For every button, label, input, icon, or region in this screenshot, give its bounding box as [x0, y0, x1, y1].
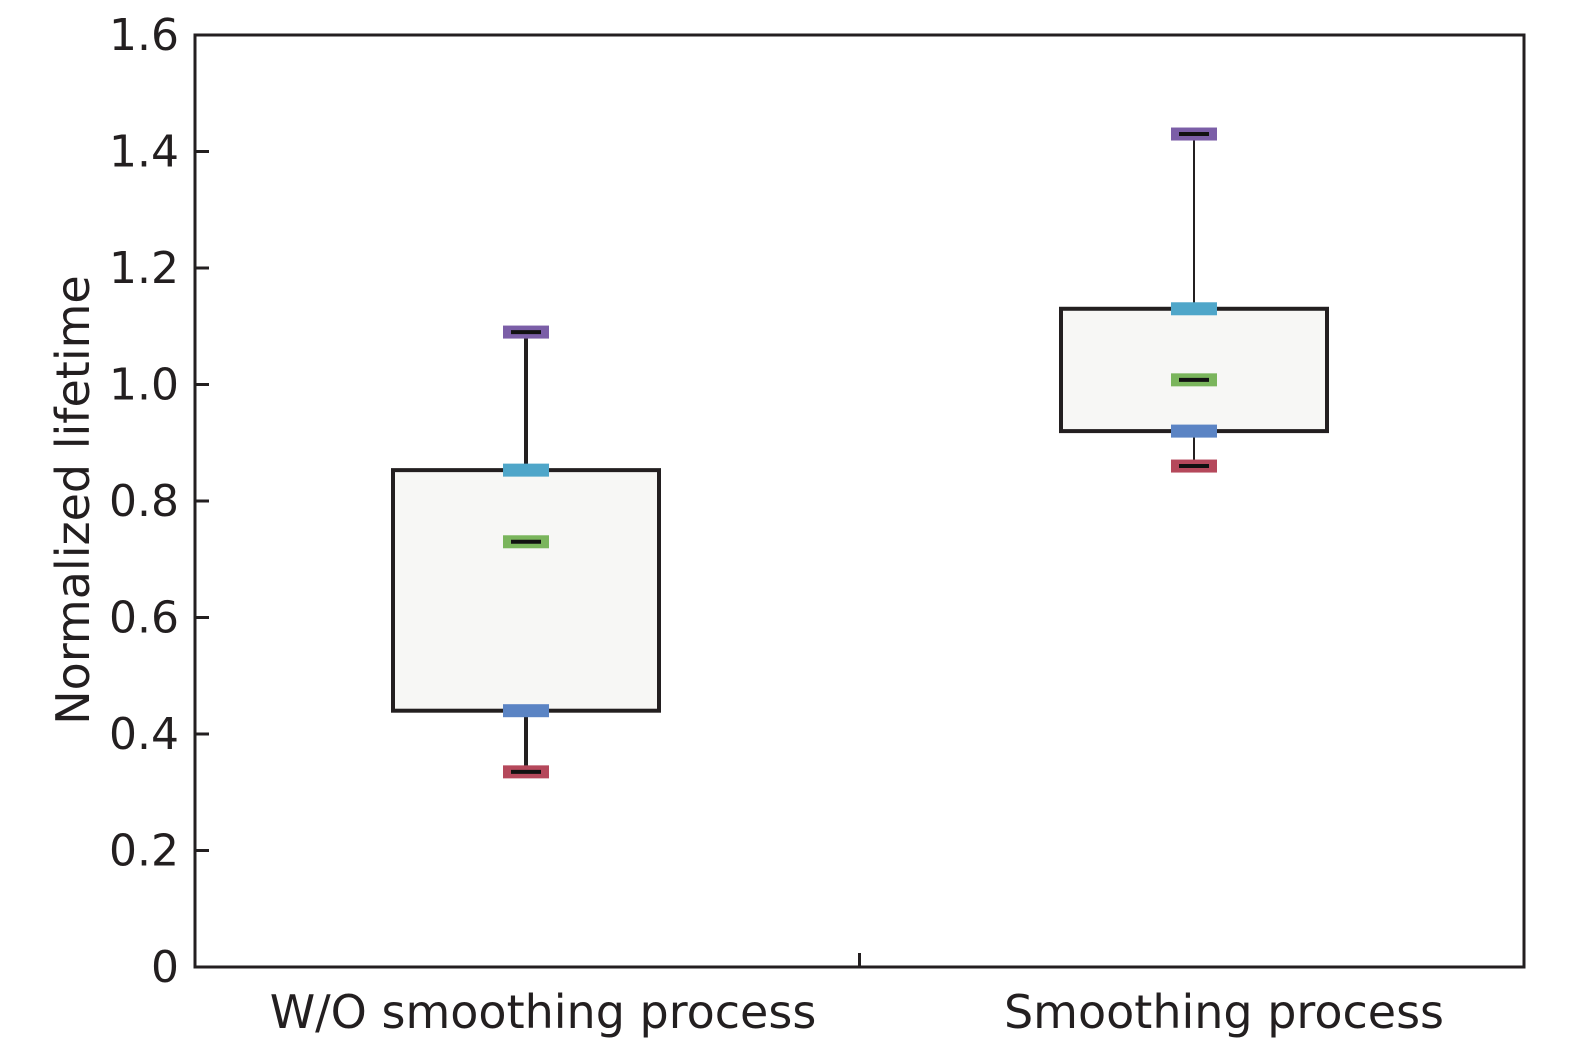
- y-axis-title: Normalized lifetime: [46, 275, 100, 724]
- q1-marker: [503, 704, 549, 718]
- boxes-group: [391, 127, 1329, 779]
- y-tick-label: 1.2: [109, 243, 179, 294]
- y-tick-label: 0.6: [109, 593, 179, 644]
- x-axis-labels: W/O smoothing process Smoothing process: [270, 985, 1444, 1039]
- q1-marker: [1171, 424, 1217, 438]
- y-tick-label: 0.2: [109, 826, 179, 877]
- x-category-label: W/O smoothing process: [270, 985, 817, 1039]
- y-tick-label: 1.0: [109, 360, 179, 411]
- y-axis-ticks: 0 0.2 0.4 0.6 0.8 1.0 1.2 1.4 1.6: [109, 10, 209, 993]
- x-category-label: Smoothing process: [1004, 985, 1444, 1039]
- box-rect: [1059, 306, 1329, 434]
- y-tick-label: 0: [151, 942, 179, 993]
- box-2: [1059, 127, 1329, 473]
- y-tick-label: 0.8: [109, 476, 179, 527]
- y-tick-label: 0.4: [109, 709, 179, 760]
- q3-marker: [1171, 302, 1217, 316]
- y-tick-label: 1.6: [109, 10, 179, 61]
- y-tick-label: 1.4: [109, 127, 179, 178]
- q3-marker: [503, 463, 549, 477]
- box-1: [391, 325, 661, 779]
- box-rect: [391, 468, 661, 713]
